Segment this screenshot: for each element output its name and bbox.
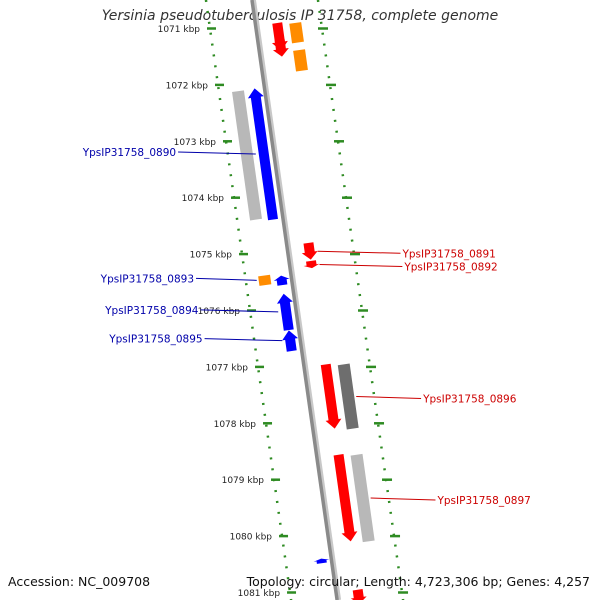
feature-label: YpsIP31758_0895	[108, 334, 202, 346]
feature-label: YpsIP31758_0891	[401, 248, 495, 260]
genome-backbone	[250, 0, 339, 600]
feature-label: YpsIP31758_0892	[403, 262, 497, 274]
feature-label-leader	[319, 264, 403, 268]
gray-light-block	[350, 453, 375, 543]
gray-light-block	[232, 90, 262, 221]
kbp-tick-label: 1074 kbp	[182, 194, 225, 204]
kbp-tick-label: 1071 kbp	[158, 25, 201, 35]
forward-cds-arrow	[320, 363, 342, 429]
forward-cds-arrow	[350, 589, 367, 600]
kbp-tick-label: 1073 kbp	[174, 138, 217, 148]
kbp-tick-label: 1078 kbp	[214, 420, 257, 430]
kbp-tick-label: 1080 kbp	[230, 533, 273, 543]
feature-label-leader	[356, 396, 422, 400]
accession-label: Accession: NC_009708	[8, 574, 151, 589]
kbp-tick-label: 1076 kbp	[198, 307, 241, 317]
other-feature-block	[293, 49, 308, 72]
genome-summary: Topology: circular; Length: 4,723,306 bp…	[246, 574, 590, 589]
reverse-cds-arrow	[247, 88, 278, 221]
feature-label: YpsIP31758_0897	[436, 495, 530, 507]
feature-label: YpsIP31758_0890	[82, 147, 176, 159]
kbp-tick-label: 1081 kbp	[238, 589, 281, 599]
reverse-cds-arrow	[313, 558, 330, 564]
forward-cds-arrow	[333, 454, 358, 542]
feature-label-leader	[317, 250, 401, 254]
kbp-tick-group: 1071 kbp 1072 kbp 1073 kbp 1074 kbp 1075 kbp…	[158, 0, 409, 600]
feature-label: YpsIP31758_0896	[422, 394, 517, 406]
feature-label-leader	[200, 309, 279, 313]
other-feature-block	[289, 22, 304, 44]
forward-cds-arrow	[301, 242, 318, 260]
reverse-cds-arrow	[276, 293, 294, 331]
other-feature-block	[258, 274, 272, 286]
reverse-cds-arrow	[282, 330, 299, 352]
kbp-tick-label: 1072 kbp	[166, 81, 209, 91]
reverse-cds-arrow	[273, 275, 290, 286]
feature-label-leader	[196, 277, 257, 281]
feature-group	[232, 22, 375, 600]
inner-tick-ring	[204, 0, 293, 600]
kbp-tick-label: 1077 kbp	[206, 363, 249, 373]
feature-label-leader	[204, 338, 283, 342]
kbp-tick-label: 1079 kbp	[222, 476, 265, 486]
feature-label-leader	[370, 497, 436, 501]
gray-dark-block	[337, 363, 359, 430]
genome-title: Yersinia pseudotuberculosis IP 31758, co…	[101, 8, 499, 24]
feature-label: YpsIP31758_0894	[104, 305, 199, 317]
feature-label-group: YpsIP31758_0890 YpsIP31758_0891 YpsIP31758…	[82, 147, 531, 507]
feature-label: YpsIP31758_0893	[100, 273, 194, 285]
forward-cds-arrow	[272, 39, 289, 57]
kbp-tick-label: 1075 kbp	[190, 251, 233, 261]
feature-label-leader	[178, 151, 256, 155]
forward-cds-arrow	[303, 260, 320, 269]
